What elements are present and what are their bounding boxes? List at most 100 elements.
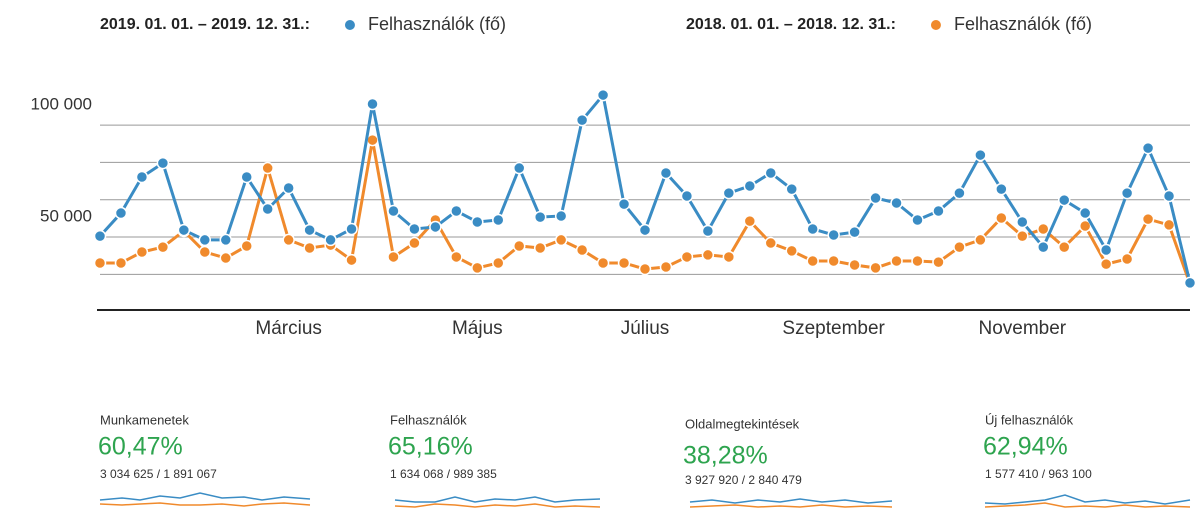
data-point [869, 191, 882, 205]
data-point [303, 223, 316, 237]
data-point [806, 222, 819, 236]
x-tick-label: Március [255, 318, 322, 339]
data-point [680, 189, 694, 203]
data-point [93, 256, 107, 270]
data-point [911, 213, 924, 227]
sparkline [689, 504, 893, 508]
legend-marker [344, 20, 355, 30]
kpi-title: Munkamenetek [100, 412, 189, 427]
data-point [911, 254, 924, 268]
kpi-detail: 1 634 068 / 989 385 [390, 467, 497, 481]
data-point [156, 240, 170, 254]
data-point [764, 166, 778, 180]
kpi-detail: 3 927 920 / 2 840 479 [685, 473, 802, 487]
data-point [282, 233, 295, 247]
data-point [638, 223, 652, 237]
data-point [114, 256, 128, 270]
data-point [596, 88, 610, 102]
data-point [554, 233, 568, 247]
data-point [1099, 257, 1113, 271]
data-point [261, 161, 274, 175]
data-point [785, 244, 798, 258]
data-point [1016, 229, 1029, 243]
data-point [198, 245, 212, 259]
data-point [135, 170, 149, 184]
data-point [261, 202, 274, 216]
data-point [387, 250, 400, 264]
data-point [806, 254, 819, 268]
data-point [743, 214, 757, 228]
data-point [995, 211, 1008, 225]
data-point [1162, 189, 1176, 203]
data-point [177, 223, 191, 237]
data-point [1099, 243, 1113, 257]
data-point [743, 179, 757, 193]
data-point [1183, 276, 1197, 290]
data-point [512, 239, 526, 253]
data-point [1162, 218, 1176, 232]
data-point [282, 181, 295, 195]
data-point [659, 166, 673, 180]
sparkline [984, 502, 1191, 508]
series [93, 133, 1197, 291]
sparkline [984, 494, 1191, 505]
data-point [848, 258, 861, 272]
data-point [953, 240, 966, 254]
kpi-percent: 65,16% [388, 433, 473, 461]
data-point [890, 254, 903, 268]
data-point [387, 204, 400, 218]
data-point [575, 113, 589, 127]
data-point [429, 220, 442, 234]
data-point [135, 245, 149, 259]
kpi-detail: 3 034 625 / 1 891 067 [100, 467, 217, 481]
data-point [722, 250, 736, 264]
data-point [995, 182, 1008, 196]
data-point [680, 250, 694, 264]
data-point [890, 196, 903, 210]
legend-marker [930, 20, 941, 30]
kpi-detail: 1 577 410 / 963 100 [985, 467, 1092, 481]
data-point [701, 224, 715, 238]
data-point [450, 204, 463, 218]
data-point [1016, 215, 1029, 229]
legend-period: 2019. 01. 01. – 2019. 12. 31.: [100, 16, 310, 33]
series [93, 88, 1197, 290]
sparkline [99, 492, 311, 501]
data-point [219, 233, 233, 247]
x-tick-label: Július [621, 318, 670, 339]
data-point [932, 255, 945, 269]
data-point [869, 261, 882, 275]
legend-period: 2018. 01. 01. – 2018. 12. 31.: [686, 16, 896, 33]
kpi-title: Oldalmegtekintések [685, 417, 800, 432]
data-point [492, 256, 505, 270]
data-point [219, 251, 233, 265]
data-point [827, 228, 840, 242]
data-point [1141, 212, 1155, 226]
data-point [471, 261, 484, 275]
kpi-title: Új felhasználók [985, 412, 1074, 427]
data-point [1078, 206, 1092, 220]
data-point [1141, 141, 1155, 155]
data-point [408, 222, 421, 236]
data-point [240, 170, 253, 184]
data-point [366, 133, 379, 147]
data-point [974, 148, 987, 162]
data-point [596, 256, 610, 270]
data-point [533, 210, 547, 224]
sparkline [394, 503, 601, 508]
sparkline [99, 502, 311, 507]
x-tick-label: November [978, 318, 1066, 339]
data-point [114, 206, 128, 220]
data-point [1078, 219, 1092, 233]
sparkline [394, 496, 601, 503]
data-point [701, 248, 715, 262]
data-point [617, 197, 631, 211]
data-point [659, 260, 673, 274]
data-point [827, 254, 840, 268]
y-tick-label: 50 000 [40, 206, 92, 225]
data-point [198, 233, 212, 247]
data-point [575, 243, 589, 257]
data-point [512, 161, 526, 175]
y-tick-label: 100 000 [31, 95, 92, 114]
